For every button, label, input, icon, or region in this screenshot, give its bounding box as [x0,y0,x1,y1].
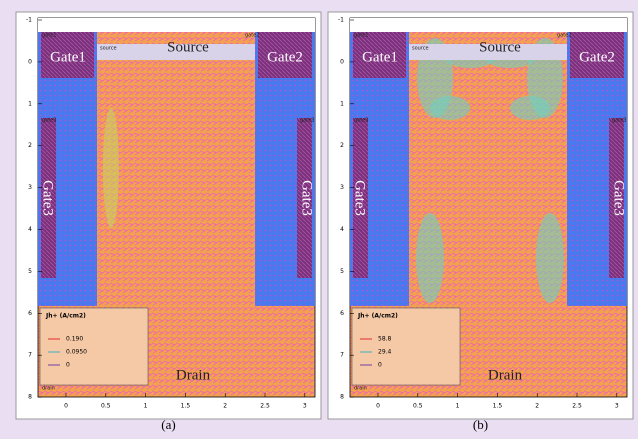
y-tick-label: 0 [340,58,344,65]
y-tick-label: 8 [340,394,344,401]
gate3-box [297,118,312,278]
x-tick-label: 0.5 [413,403,423,410]
plot: Source Gate1 Gate2 Gate3 Gate3 Drain source gat… [338,17,628,410]
gate1-tag: gate1 [354,33,368,39]
top-region [38,18,315,32]
y-tick-label: 2 [28,142,32,149]
y-tick-label: 5 [340,268,344,275]
top-region [350,18,627,32]
caption: (a) [161,417,175,432]
x-tick-label: 2.5 [260,403,270,410]
y-tick-label: 8 [28,394,32,401]
gate2-label: Gate2 [579,49,615,65]
gate3-box [41,118,56,278]
source-label: Source [167,39,209,55]
source-contact [97,44,255,60]
legend-entry: 0.190 [66,336,83,343]
y-tick-label: 1 [340,100,344,107]
gate3-label: Gate3 [611,180,627,216]
drain-label: Drain [488,367,523,383]
gate3-box [353,118,368,278]
source-label: Source [479,39,521,55]
gate1-box [41,32,94,78]
gate3-tag: gate3 [612,118,626,124]
plot: Source Gate1 Gate2 Gate3 Gate3 Drain source gat… [26,17,316,410]
field-hotspot [430,96,470,120]
gate3-tag: gate3 [300,118,314,124]
source-tag: source [100,46,117,52]
gate2-tag: gate2 [245,33,259,39]
y-tick-label: 7 [28,352,32,359]
gate2-label: Gate2 [267,49,303,65]
field-hotspot [416,213,444,303]
x-tick-label: 3 [615,403,619,410]
legend-title: Jh+ (A/cm2) [357,313,398,320]
y-tick-label: 2 [340,142,344,149]
legend-entry: 29.4 [378,349,392,356]
gate2-box [570,32,624,78]
x-tick-label: 0.5 [101,403,111,410]
source-tag: source [412,46,429,52]
gate3-label: Gate3 [299,180,315,216]
y-tick-label: 6 [340,310,344,317]
legend-entry: 58.8 [378,336,392,343]
y-tick-label: 4 [28,226,32,233]
x-tick-label: 3 [303,403,307,410]
gate3-label: Gate3 [352,180,368,216]
x-tick-label: 2.5 [572,403,582,410]
drain-tag: drain [42,386,55,392]
gate3-tag: gate3 [42,118,56,124]
x-tick-label: 1.5 [493,403,503,410]
x-tick-label: 1.5 [181,403,191,410]
gate1-label: Gate1 [50,49,86,65]
gate2-box [258,32,312,78]
x-tick-label: 0 [376,403,380,410]
drain-label: Drain [176,367,211,383]
legend-box [39,307,149,386]
y-tick-label: 3 [28,184,32,191]
y-tick-label: 5 [28,268,32,275]
x-tick-label: 2 [223,403,227,410]
gate3-tag: gate3 [354,118,368,124]
gate1-tag: gate1 [42,33,56,39]
y-tick-label: -1 [26,17,32,24]
legend-entry: 0 [378,362,382,369]
legend-box [351,307,461,386]
x-tick-label: 1 [144,403,148,410]
y-tick-label: 7 [340,352,344,359]
field-hotspot [510,96,550,120]
gate3-box [609,118,624,278]
gate1-box [353,32,406,78]
y-tick-label: 4 [340,226,344,233]
y-tick-label: 6 [28,310,32,317]
source-contact [409,44,567,60]
x-tick-label: 2 [535,403,539,410]
drain-tag: drain [354,386,367,392]
gate1-label: Gate1 [362,49,398,65]
caption: (b) [473,417,488,432]
legend-entry: 0.0950 [66,349,87,356]
field-hotspot [103,108,119,228]
legend-entry: 0 [66,362,70,369]
y-tick-label: 1 [28,100,32,107]
gate3-label: Gate3 [40,180,56,216]
y-tick-label: -1 [338,17,344,24]
y-tick-label: 3 [340,184,344,191]
legend-title: Jh+ (A/cm2) [45,313,86,320]
x-tick-label: 1 [456,403,460,410]
y-tick-label: 0 [28,58,32,65]
gate2-tag: gate2 [557,33,571,39]
x-tick-label: 0 [64,403,68,410]
field-hotspot [536,213,564,303]
